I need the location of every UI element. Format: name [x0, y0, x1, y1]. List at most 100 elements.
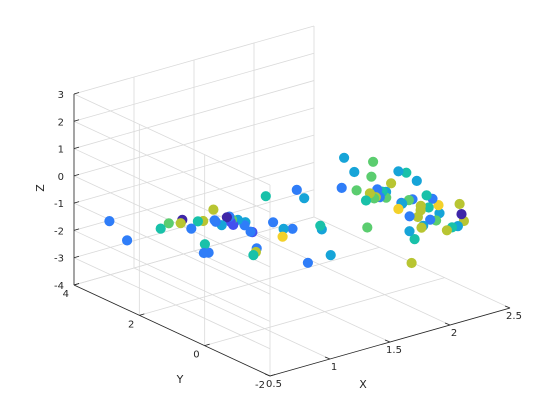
data-point [416, 222, 427, 233]
x-tick-label: 0.5 [266, 379, 282, 390]
y-tick-mark [269, 374, 276, 377]
data-point [393, 166, 404, 177]
z-tick-mark [73, 92, 80, 95]
z-tick-label: 2 [58, 117, 64, 128]
data-point [362, 222, 373, 233]
grid-line-side-z [73, 230, 271, 322]
data-point [260, 191, 271, 202]
grid-line-floor-x [133, 267, 331, 360]
z-tick-label: 3 [58, 90, 64, 101]
grid-line-floor-y [139, 246, 380, 316]
grid-line-back-z [73, 134, 315, 204]
data-point [339, 152, 350, 163]
data-point [277, 231, 288, 242]
y-axis-label: Y [176, 373, 184, 386]
x-tick-label: 2 [451, 328, 457, 339]
z-tick-mark [73, 173, 80, 177]
data-point [368, 156, 379, 167]
y-tick-mark [139, 313, 145, 316]
data-point [386, 178, 397, 189]
y-tick-mark [204, 343, 210, 347]
y-tick-label: 4 [63, 289, 69, 300]
data-point [302, 257, 313, 268]
z-tick-mark [73, 119, 80, 122]
y-tick-label: 0 [193, 350, 199, 361]
x-tick-label: 1 [331, 362, 337, 373]
data-point [248, 250, 259, 261]
data-point [351, 185, 362, 196]
data-point [104, 216, 115, 227]
data-point [209, 215, 220, 226]
data-point [122, 235, 133, 246]
y-axis-line [73, 284, 271, 377]
data-points [104, 152, 469, 269]
data-point [441, 225, 452, 236]
data-point [404, 226, 415, 237]
tick-labels: 0.5 1 1.5 2 2.5 -2 0 2 4-4 -3 -2 -1 0 1 2 3 [54, 90, 522, 391]
z-tick-label: 0 [58, 172, 64, 183]
grid-lines [73, 25, 511, 377]
data-point [349, 166, 360, 178]
data-point [412, 211, 423, 223]
grid-line-side-z [73, 257, 271, 350]
data-point [325, 250, 336, 261]
data-point [186, 223, 197, 234]
data-point [315, 220, 326, 231]
axes-box [73, 92, 511, 377]
grid-line-floor-x [193, 250, 391, 343]
z-tick-label: -1 [54, 199, 64, 210]
data-point [336, 182, 347, 193]
z-tick-mark [73, 283, 80, 286]
x-tick-mark [264, 373, 271, 377]
z-tick-label: -3 [54, 254, 64, 265]
x-tick-mark [324, 356, 331, 360]
y-tick-label: 2 [128, 319, 134, 330]
z-tick-mark [73, 146, 80, 149]
grid-line-back-z [73, 52, 315, 122]
x-axis-label: X [359, 378, 367, 391]
data-point [208, 204, 219, 215]
data-point [366, 171, 377, 182]
data-point [404, 211, 415, 222]
grid-line-back-z [73, 216, 315, 286]
grid-line-back-z [73, 80, 315, 149]
y-tick-label: -2 [255, 380, 265, 391]
z-tick-mark [73, 255, 80, 259]
data-point [393, 203, 404, 215]
data-point [199, 239, 210, 250]
data-point [239, 220, 250, 231]
grid-line-back-z [73, 107, 315, 177]
x-tick-mark [444, 322, 451, 326]
data-point [433, 200, 444, 211]
z-axis-label: Z [34, 184, 47, 192]
data-point [192, 216, 203, 227]
axis-labels: X Y Z [34, 184, 367, 391]
x-tick-label: 2.5 [506, 311, 522, 322]
z-tick-mark [73, 201, 80, 204]
grid-line-back-z [73, 25, 315, 95]
x-tick-mark [504, 305, 511, 309]
data-point [411, 175, 422, 186]
data-point [245, 226, 256, 237]
z-tick-label: -2 [54, 226, 64, 237]
z-tick-label: 1 [58, 145, 64, 156]
grid-line-floor-x [253, 233, 451, 326]
data-point [421, 190, 432, 201]
data-point [406, 257, 417, 269]
grid-line-side-z [73, 93, 271, 186]
x-tick-mark [384, 339, 391, 343]
data-point [454, 198, 465, 210]
grid-line-side-z [73, 120, 271, 213]
data-point [425, 214, 436, 225]
data-point [268, 217, 279, 228]
data-point [221, 212, 232, 223]
data-point [287, 223, 298, 234]
data-point [291, 184, 302, 195]
z-tick-label: -4 [54, 281, 64, 292]
data-point [299, 193, 310, 204]
data-point [456, 209, 467, 220]
data-point [163, 218, 174, 229]
data-point [409, 234, 420, 245]
data-point [198, 247, 209, 259]
